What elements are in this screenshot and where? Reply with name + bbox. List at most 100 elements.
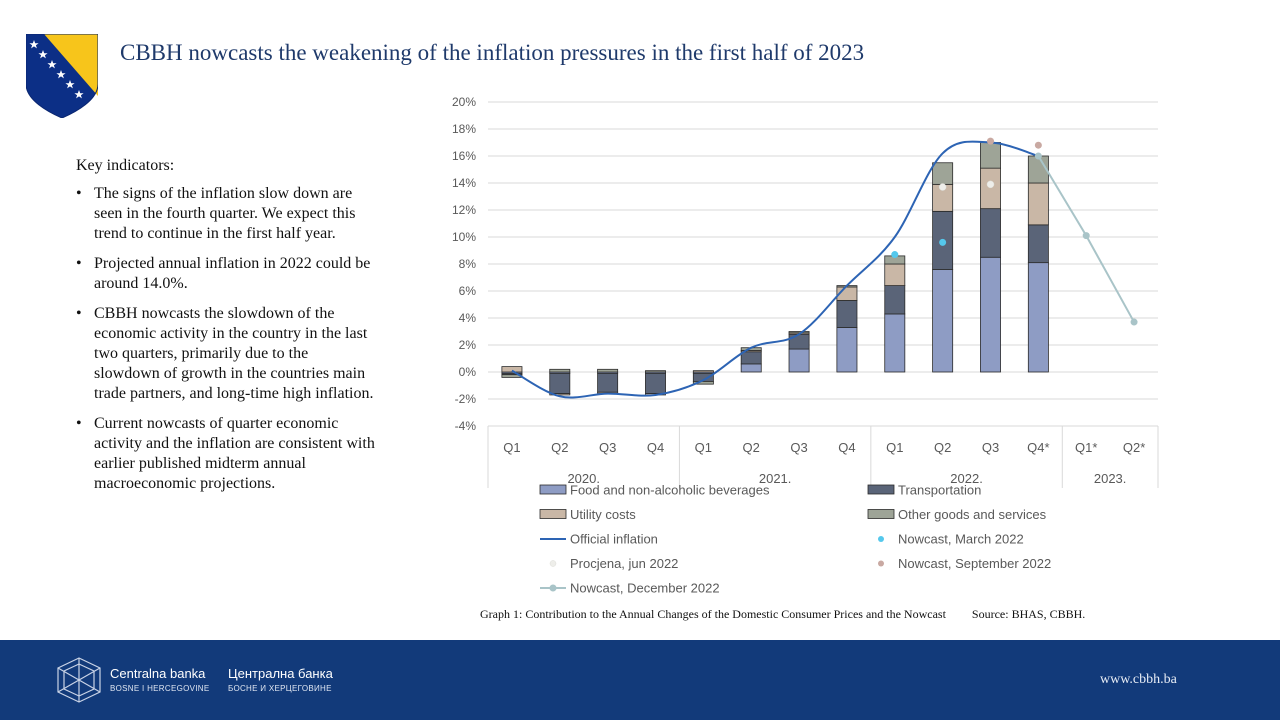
bar-segment	[980, 167, 1001, 210]
graph-caption: Graph 1: Contribution to the Annual Chan…	[480, 607, 946, 621]
nowcast-point	[939, 238, 947, 246]
inflation-chart: -4% -2% 0% 2% 4% 6% 8% 10% 12% 14% 16% 18% 20% Q1 Q2 Q3…	[452, 95, 1159, 596]
y-tick-label: 12%	[452, 203, 476, 217]
year-label: 2022.	[950, 471, 983, 486]
y-tick-label: 4%	[459, 311, 477, 325]
legend-label: Official inflation	[570, 532, 658, 547]
legend-label: Procjena, jun 2022	[570, 556, 678, 571]
bar-segment	[788, 331, 810, 334]
key-indicators-list: The signs of the inflation slow down are…	[76, 184, 376, 494]
x-tick-label: Q1	[695, 440, 712, 455]
legend-label: Food and non-alcoholic beverages	[570, 483, 770, 498]
y-tick-label: 6%	[459, 284, 477, 298]
x-tick-label: Q1	[503, 440, 520, 455]
bar-segment	[740, 363, 762, 373]
x-tick-label: Q3	[982, 440, 999, 455]
website-link[interactable]: www.cbbh.ba	[1100, 672, 1177, 687]
nowcast-december-point	[1034, 152, 1042, 160]
bar-segment	[932, 162, 954, 185]
nowcast-point	[1034, 141, 1042, 149]
bar-segment	[549, 372, 571, 395]
x-tick-label: Q2	[551, 440, 568, 455]
legend-swatch	[539, 484, 567, 495]
year-label: 2020.	[567, 471, 600, 486]
y-tick-label: -4%	[455, 419, 477, 433]
x-tick-label: Q3	[599, 440, 616, 455]
bar-segment	[980, 256, 1001, 373]
list-item: The signs of the inflation slow down are…	[76, 184, 376, 244]
bar-segment	[692, 370, 714, 373]
legend-label: Other goods and services	[898, 507, 1047, 522]
x-tick-label: Q3	[790, 440, 807, 455]
bar-segment	[740, 351, 762, 365]
y-tick-label: 20%	[452, 95, 476, 109]
bar-segment	[1027, 182, 1049, 226]
bar-segment	[597, 372, 619, 393]
bar-segment	[1027, 224, 1049, 264]
key-indicators-heading: Key indicators:	[76, 157, 175, 174]
list-item: Current nowcasts of quarter economic act…	[76, 414, 376, 494]
nowcast-point	[938, 183, 947, 191]
nowcast-december-point	[1082, 232, 1090, 240]
list-item: CBBH nowcasts the slowdown of the econom…	[76, 304, 376, 404]
legend-label: Nowcast, December 2022	[570, 581, 720, 596]
bar-segment	[980, 208, 1001, 258]
y-tick-label: 16%	[452, 149, 476, 163]
legend-swatch	[867, 484, 895, 495]
legend-swatch	[878, 536, 884, 542]
bank-name-latin: Centralna banka	[110, 666, 206, 681]
official-inflation-line	[511, 140, 1039, 399]
y-tick-label: 10%	[452, 230, 476, 244]
y-tick-label: 2%	[459, 338, 477, 352]
bar-segment	[884, 263, 906, 287]
bar-segment	[597, 368, 619, 373]
x-tick-label: Q4	[647, 440, 664, 455]
cbbh-logo-icon	[57, 657, 101, 703]
nowcast-december-point	[1130, 318, 1138, 326]
bar-segment	[932, 268, 954, 373]
nowcast-point	[986, 180, 995, 189]
page-title: CBBH nowcasts the weakening of the infla…	[120, 40, 865, 65]
bar-segment	[501, 366, 523, 373]
y-tick-label: 8%	[459, 257, 477, 271]
bar-segment	[884, 313, 906, 373]
bar-segment	[549, 393, 571, 396]
bar-segment	[645, 370, 666, 373]
bank-subname-cyrillic: БОСНЕ И ХЕРЦЕГОВИНЕ	[228, 684, 332, 693]
y-tick-label: 0%	[459, 365, 477, 379]
y-tick-label: -2%	[455, 392, 477, 406]
x-tick-label: Q2	[743, 440, 760, 455]
legend-label: Transportation	[898, 483, 981, 498]
bar-segment	[549, 368, 571, 373]
source-caption: Source: BHAS, CBBH.	[971, 607, 1086, 621]
list-item: Projected annual inflation in 2022 could…	[76, 254, 376, 294]
legend-swatch	[878, 560, 884, 567]
legend-label: Nowcast, September 2022	[898, 556, 1051, 571]
bar-segment	[836, 300, 858, 328]
bar-segment	[692, 381, 714, 385]
x-tick-label: Q1	[886, 440, 903, 455]
x-tick-label: Q4	[838, 440, 855, 455]
nowcast-point	[891, 251, 899, 259]
chart-caption: Graph 1: Contribution to the Annual Chan…	[480, 607, 1085, 622]
year-label: 2021.	[759, 471, 792, 486]
bar-segment	[788, 333, 810, 350]
y-tick-label: 18%	[452, 122, 476, 136]
coat-of-arms-logo	[26, 34, 98, 118]
bar-segment	[980, 142, 1001, 169]
bar-segment	[1027, 262, 1049, 373]
bar-segment	[884, 285, 906, 315]
legend-swatch-marker	[549, 584, 557, 592]
x-tick-label: Q2	[934, 440, 951, 455]
footer-bar	[0, 640, 1280, 720]
legend-label: Nowcast, March 2022	[898, 532, 1024, 547]
y-tick-label: 14%	[452, 176, 476, 190]
legend-label: Utility costs	[570, 507, 636, 522]
bar-segment	[836, 327, 858, 373]
bank-name-cyrillic: Централна банка	[228, 666, 333, 681]
legend-swatch	[539, 509, 567, 519]
bank-subname-latin: BOSNE I HERCEGOVINE	[110, 684, 210, 693]
x-tick-label: Q1*	[1075, 440, 1097, 455]
legend-swatch	[867, 509, 895, 519]
x-tick-label: Q2*	[1123, 440, 1145, 455]
